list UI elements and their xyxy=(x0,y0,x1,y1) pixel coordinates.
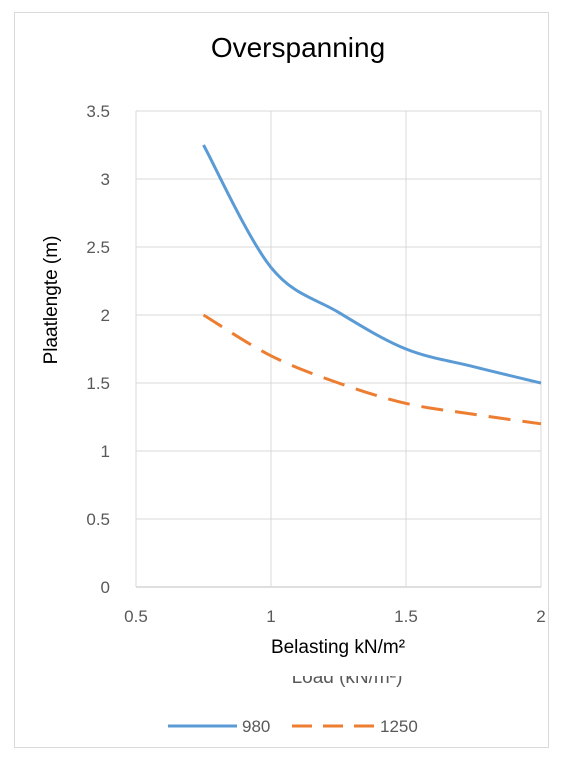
x-axis-label: Belasting kN/m² xyxy=(271,637,405,658)
y-tick-label: 2 xyxy=(101,306,110,325)
legend-label-980: 980 xyxy=(242,717,270,736)
y-tick-label: 0 xyxy=(101,578,110,597)
y-tick-label: 3 xyxy=(101,170,110,189)
legend-label-1250: 1250 xyxy=(380,717,418,736)
y-axis-label: Plaatlengte (m) xyxy=(41,236,62,365)
x-tick-label: 0.5 xyxy=(124,607,148,626)
y-tick-label: 1 xyxy=(101,442,110,461)
series-line-1250 xyxy=(202,313,542,426)
ghost-mask xyxy=(240,662,460,676)
legend: 980 1250 xyxy=(168,717,418,736)
grid-lines xyxy=(135,110,542,588)
y-tick-labels: 0 0.5 1 1.5 2 2.5 3 3.5 xyxy=(86,102,110,597)
series-lines xyxy=(202,144,542,426)
x-tick-label: 1 xyxy=(266,607,275,626)
y-tick-label: 3.5 xyxy=(86,102,110,121)
x-tick-label: 1.5 xyxy=(394,607,418,626)
chart-title: Overspanning xyxy=(211,32,385,63)
x-tick-label: 2 xyxy=(536,607,545,626)
y-tick-label: 0.5 xyxy=(86,510,110,529)
y-tick-label: 1.5 xyxy=(86,374,110,393)
y-tick-label: 2.5 xyxy=(86,238,110,257)
x-tick-labels: 0.5 1 1.5 2 xyxy=(124,607,546,626)
chart-frame xyxy=(14,12,549,748)
series-line-980 xyxy=(202,144,542,385)
